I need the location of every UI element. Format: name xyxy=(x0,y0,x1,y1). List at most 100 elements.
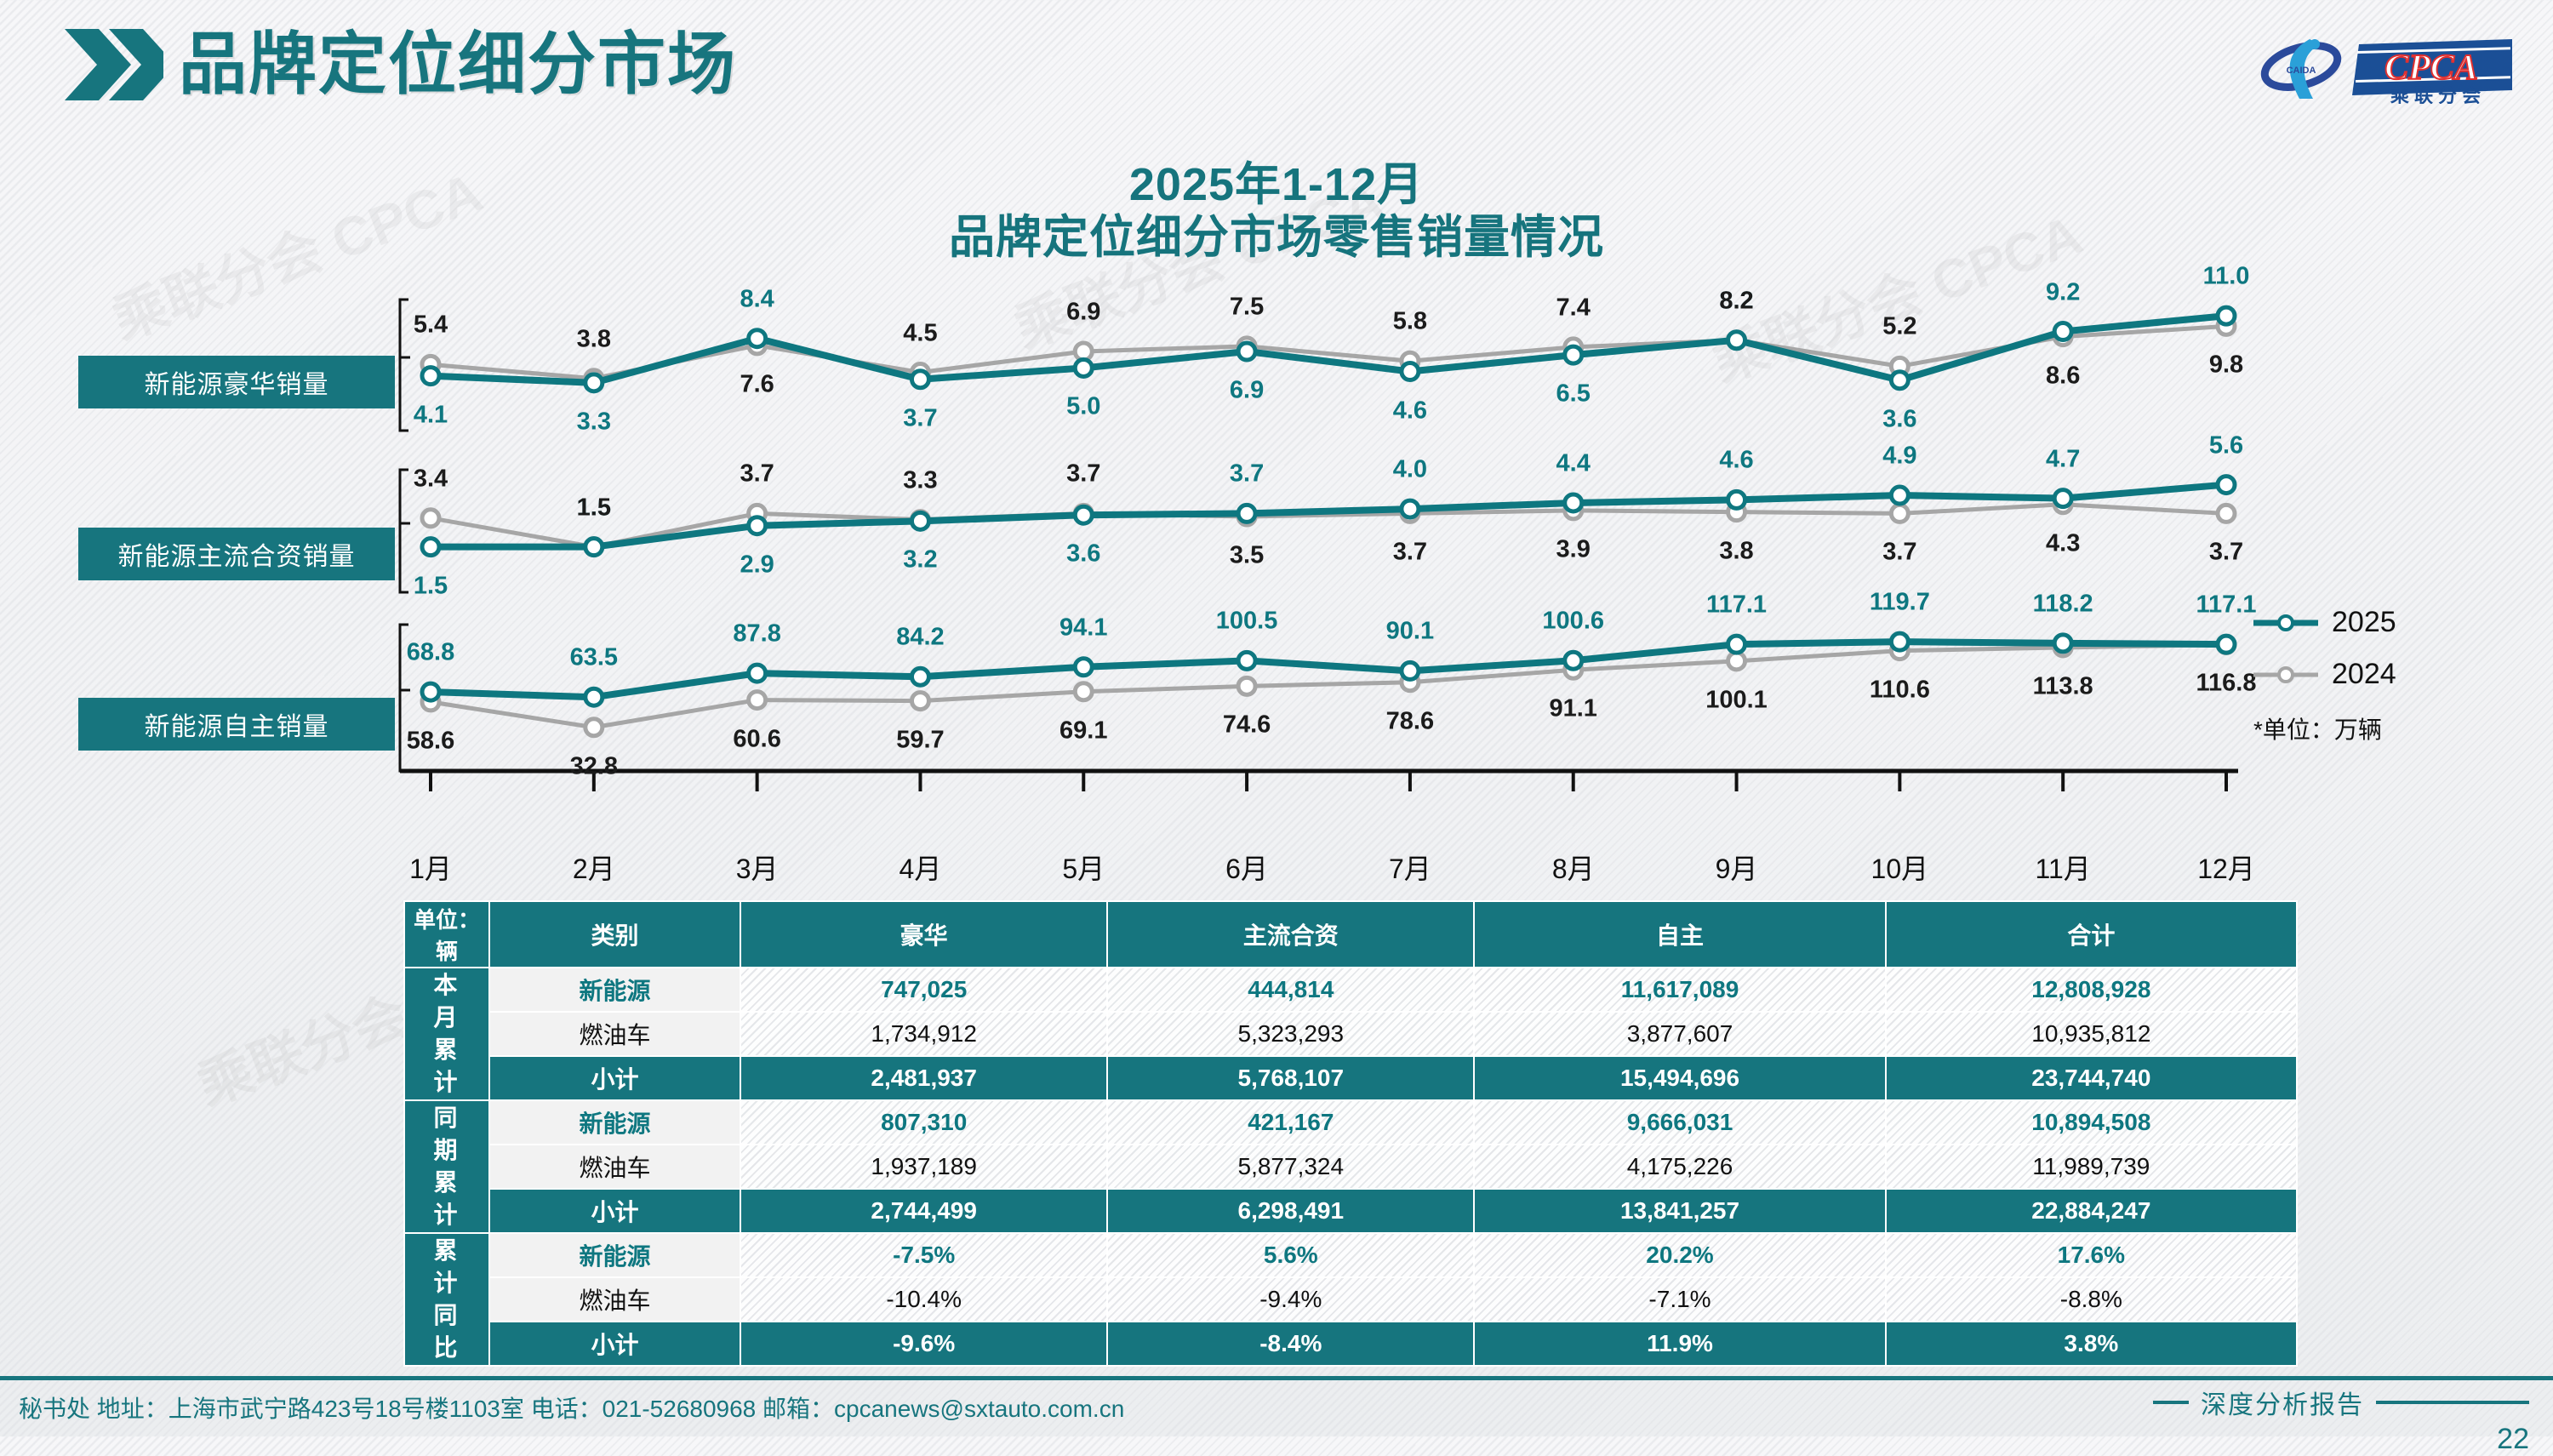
data-label-2024: 9.8 xyxy=(2208,351,2244,379)
data-label-2025: 100.5 xyxy=(1215,607,1278,635)
data-label-2024: 4.5 xyxy=(903,319,938,347)
data-label-2025: 117.1 xyxy=(1706,591,1768,619)
table-cell: -7.1% xyxy=(1473,1276,1887,1322)
data-label-2024: 69.1 xyxy=(1059,717,1108,745)
data-label-2025: 2.9 xyxy=(740,551,774,579)
legend-label-2025: 2025 xyxy=(2332,606,2396,638)
summary-table: 单位：辆 类别 豪华 主流合资 自主 合计本月累计新能源 747,025 444,814 11,… xyxy=(403,900,2299,1367)
data-label-2025: 8.2 xyxy=(1719,287,1754,315)
data-label-2024: 4.3 xyxy=(2046,529,2081,557)
data-label-2024: 7.5 xyxy=(1229,293,1265,321)
data-label-2025: 4.6 xyxy=(1392,397,1428,425)
panel-label-luxury: 新能源豪华销量 xyxy=(78,356,395,408)
table-row: 燃油车 -10.4% -9.4% -7.1% -8.8% xyxy=(404,1276,2299,1322)
data-label-2024: 100.1 xyxy=(1705,686,1768,714)
table-cell: 5,877,324 xyxy=(1106,1144,1476,1190)
data-label-2024: 91.1 xyxy=(1549,694,1597,722)
table-cell: 11.9% xyxy=(1473,1321,1887,1367)
table-cell: -10.4% xyxy=(740,1276,1109,1322)
data-label-2025: 119.7 xyxy=(1869,588,1930,616)
table-cell: -8.8% xyxy=(1884,1276,2299,1322)
data-label-2025: 118.2 xyxy=(2032,590,2093,618)
table-header-cell: 类别 xyxy=(488,900,742,968)
table-header-cell: 合计 xyxy=(1884,900,2299,968)
table-row: 燃油车 1,937,189 5,877,324 4,175,226 11,989,739 xyxy=(404,1144,2299,1190)
data-label-2025: 4.4 xyxy=(1556,449,1591,477)
table-cell: 6,298,491 xyxy=(1106,1188,1476,1234)
x-axis-tick: 4月 xyxy=(899,854,942,884)
table-row: 本月累计新能源 747,025 444,814 11,617,089 12,808,92… xyxy=(403,967,2299,1101)
table-cell: 13,841,257 xyxy=(1473,1188,1887,1234)
table-category-cell: 新能源 xyxy=(488,1099,742,1145)
table-cell: 11,989,739 xyxy=(1884,1144,2299,1190)
table-category-cell: 燃油车 xyxy=(488,1011,742,1057)
table-row: 小计 -9.6% -8.4% 11.9% 3.8% xyxy=(404,1321,2299,1367)
table-cell: 9,666,031 xyxy=(1473,1099,1887,1145)
data-label-2025: 87.8 xyxy=(733,620,781,648)
table-cell: 2,481,937 xyxy=(740,1055,1109,1101)
data-label-2025: 63.5 xyxy=(569,643,619,671)
data-label-2025: 84.2 xyxy=(896,623,945,651)
table-category-cell: 小计 xyxy=(488,1055,742,1101)
table-cell: 4,175,226 xyxy=(1473,1144,1887,1190)
table-category-cell: 新能源 xyxy=(488,1232,742,1278)
x-axis-tick: 11月 xyxy=(2035,854,2091,884)
data-label-2025: 4.7 xyxy=(2046,445,2081,473)
table-cell: 2,744,499 xyxy=(740,1188,1109,1234)
panel-label-domestic: 新能源自主销量 xyxy=(78,698,395,751)
table-header-cell: 单位：辆 xyxy=(403,900,490,968)
data-label-2024: 6.9 xyxy=(1066,298,1101,326)
svg-text:乘 联 分 会: 乘 联 分 会 xyxy=(2390,85,2481,104)
table-cell: 11,617,089 xyxy=(1473,967,1887,1013)
x-axis-tick: 6月 xyxy=(1225,854,1268,884)
data-label-2024: 5.4 xyxy=(413,311,448,339)
data-label-2024: 3.5 xyxy=(1229,541,1265,569)
table-cell: 22,884,247 xyxy=(1884,1188,2299,1234)
data-label-2025: 117.1 xyxy=(2196,591,2257,619)
x-axis-tick: 8月 xyxy=(1551,854,1595,884)
logo-text: CPCA xyxy=(2385,49,2478,88)
table-category-cell: 小计 xyxy=(488,1188,742,1234)
data-label-2024: 3.7 xyxy=(740,460,774,488)
svg-text:CAIDA: CAIDA xyxy=(2287,66,2316,76)
table-cell: 1,937,189 xyxy=(740,1144,1109,1190)
table-cell: 5.6% xyxy=(1106,1232,1476,1278)
data-label-2024: 3.7 xyxy=(2208,538,2244,566)
page-number: 22 xyxy=(2497,1423,2529,1455)
data-label-2024: 60.6 xyxy=(733,725,781,753)
table-cell: 421,167 xyxy=(1106,1099,1476,1145)
data-label-2025: 3.6 xyxy=(1066,540,1101,568)
table-header-cell: 主流合资 xyxy=(1106,900,1476,968)
data-label-2024: 58.6 xyxy=(406,727,455,755)
table-row: 小计 2,744,499 6,298,491 13,841,257 22,884,247 xyxy=(404,1188,2299,1234)
x-axis-tick: 7月 xyxy=(1389,854,1431,884)
table-group-header: 同期累计 xyxy=(403,1099,490,1234)
data-label-2025: 4.6 xyxy=(1719,446,1754,474)
data-label-2025: 6.5 xyxy=(1556,380,1591,408)
legend-item-2024: 2024 xyxy=(2253,658,2534,691)
data-label-2024: 3.7 xyxy=(1882,538,1917,566)
x-axis-tick: 10月 xyxy=(1870,854,1929,884)
legend-marker-2025 xyxy=(2253,614,2318,632)
table-category-cell: 燃油车 xyxy=(488,1144,742,1190)
data-label-2025: 4.1 xyxy=(413,401,448,429)
table-row: 累计同比新能源 -7.5% 5.6% 20.2% 17.6% xyxy=(403,1232,2299,1367)
chart-legend: 2025 2024 *单位：万辆 xyxy=(2253,606,2534,745)
data-label-2024: 3.3 xyxy=(903,466,938,494)
table-category-cell: 新能源 xyxy=(488,967,742,1013)
data-label-2024: 59.7 xyxy=(896,726,945,754)
table-cell: 444,814 xyxy=(1106,967,1476,1013)
footer-dash-left-icon xyxy=(2153,1401,2189,1404)
data-label-2025: 6.9 xyxy=(1229,376,1265,404)
x-axis-tick: 3月 xyxy=(735,854,779,884)
data-label-2025: 3.3 xyxy=(576,408,611,436)
footer-right: 深度分析报告 22 xyxy=(2153,1384,2529,1456)
data-label-2024: 7.4 xyxy=(1556,294,1591,322)
data-label-2025: 3.6 xyxy=(1882,405,1917,433)
data-label-2025: 5.6 xyxy=(2208,431,2244,460)
data-label-2025: 94.1 xyxy=(1059,614,1108,642)
x-axis-tick: 1月 xyxy=(409,854,452,884)
table-header-cell: 自主 xyxy=(1473,900,1887,968)
footer-report-label: 深度分析报告 xyxy=(2201,1391,2364,1419)
plot-area: 4.1 3.3 8.4 3.7 5.0 6.9 4.6 6.5 8.2 3.6 9.2 11.0 5.4… xyxy=(398,263,2257,884)
